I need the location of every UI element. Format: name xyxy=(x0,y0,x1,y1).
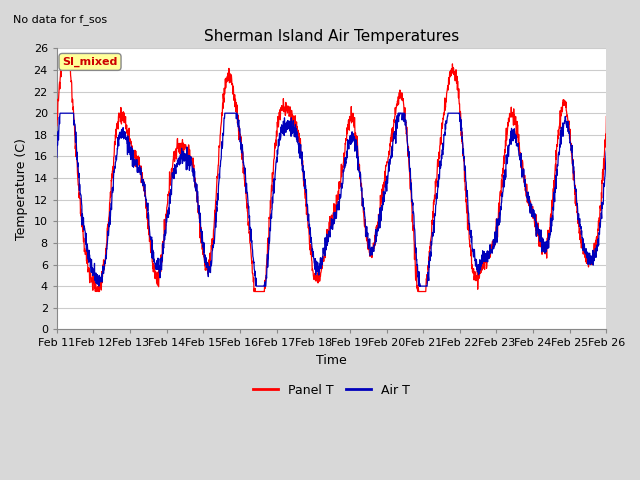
Title: Sherman Island Air Temperatures: Sherman Island Air Temperatures xyxy=(204,29,460,44)
X-axis label: Time: Time xyxy=(316,354,347,367)
Legend: Panel T, Air T: Panel T, Air T xyxy=(248,379,415,402)
Text: No data for f_sos: No data for f_sos xyxy=(13,14,107,25)
Y-axis label: Temperature (C): Temperature (C) xyxy=(15,138,28,240)
Text: SI_mixed: SI_mixed xyxy=(62,57,118,67)
